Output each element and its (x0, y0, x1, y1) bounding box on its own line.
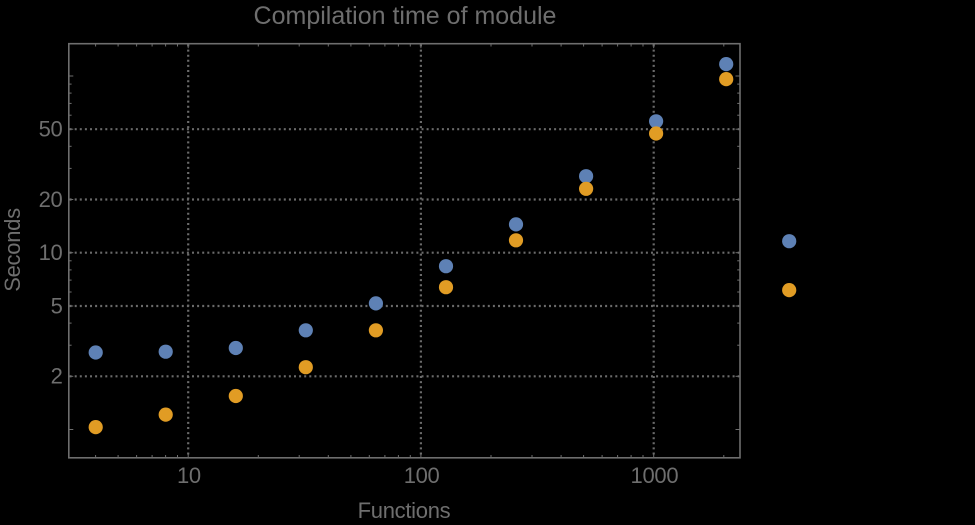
svg-text:50: 50 (39, 117, 63, 142)
svg-text:10: 10 (39, 240, 63, 265)
svg-text:10: 10 (177, 463, 201, 488)
svg-text:2: 2 (51, 364, 63, 389)
svg-text:Seconds: Seconds (0, 208, 25, 292)
svg-text:20: 20 (39, 187, 63, 212)
svg-text:100: 100 (404, 463, 440, 488)
svg-text:1000: 1000 (631, 463, 679, 488)
svg-text:5: 5 (51, 293, 63, 318)
svg-text:Functions: Functions (358, 498, 451, 523)
svg-text:Compilation time of module: Compilation time of module (254, 2, 557, 30)
